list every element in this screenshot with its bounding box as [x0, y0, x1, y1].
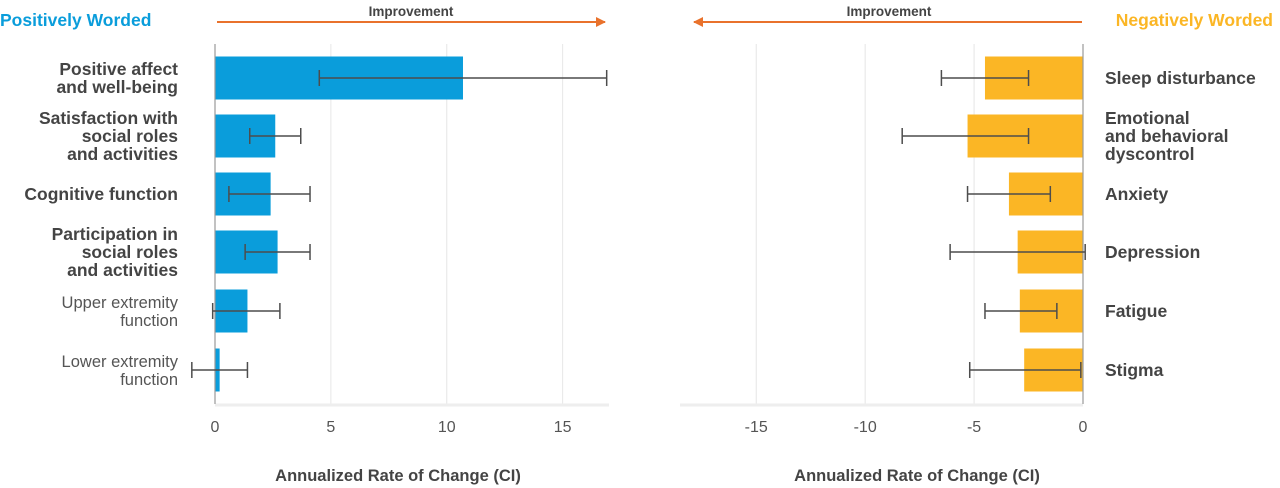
pos-category-label-line: Cognitive function [24, 184, 178, 204]
pos-category-label-line: social roles [82, 126, 179, 146]
pos-category-label-line: Positive affect [59, 59, 178, 79]
pos-category-label-line: social roles [82, 242, 179, 262]
pos-category-label-line: Lower extremity [62, 353, 179, 371]
neg-category-label: Fatigue [1105, 301, 1167, 321]
pos-tick-label: 15 [554, 419, 572, 436]
pos-tick-label: 10 [438, 419, 456, 436]
pos-category-label-line: Satisfaction with [39, 108, 178, 128]
pos-x-axis-label: Annualized Rate of Change (CI) [275, 467, 521, 485]
neg-panel: -15 -10 -5 0 Sleep disturbance Emotional and b… [680, 4, 1273, 485]
pos-tick-label: 5 [326, 419, 335, 436]
pos-category-label-line: and activities [67, 144, 178, 164]
pos-category-label: Cognitive function [24, 184, 178, 204]
pos-category-label-line: function [120, 371, 178, 389]
pos-category-label-line: function [120, 312, 178, 330]
neg-category-label-line: Stigma [1105, 360, 1164, 380]
neg-category-label-line: Fatigue [1105, 301, 1167, 321]
pos-category-label-line: Upper extremity [62, 294, 179, 312]
neg-tick-label: -15 [745, 419, 768, 436]
pos-category-label: Upper extremity function [62, 294, 179, 330]
pos-category-label: Positive affect and well-being [56, 59, 178, 97]
neg-category-label: Sleep disturbance [1105, 68, 1256, 88]
neg-tick-label: -5 [967, 419, 981, 436]
neg-category-label-line: Anxiety [1105, 184, 1168, 204]
pos-category-label: Satisfaction with social roles and activit… [39, 108, 178, 164]
neg-category-label: Anxiety [1105, 184, 1168, 204]
neg-category-label-line: Sleep disturbance [1105, 68, 1256, 88]
pos-category-label: Participation in social roles and activiti… [52, 224, 179, 280]
neg-category-label-line: Depression [1105, 242, 1200, 262]
neg-x-axis-label: Annualized Rate of Change (CI) [794, 467, 1040, 485]
neg-tick-label: -10 [854, 419, 877, 436]
pos-arrow-label: Improvement [369, 4, 454, 19]
pos-category-label: Lower extremity function [62, 353, 179, 389]
pos-category-label-line: and activities [67, 260, 178, 280]
neg-arrow-label: Improvement [847, 4, 932, 19]
neg-panel-title: Negatively Worded [1116, 10, 1273, 30]
neg-category-label: Emotional and behavioral dyscontrol [1105, 108, 1229, 164]
pos-category-label-line: Participation in [52, 224, 178, 244]
neg-category-label-line: Emotional [1105, 108, 1190, 128]
neg-category-label-line: dyscontrol [1105, 144, 1194, 164]
neg-category-label: Stigma [1105, 360, 1164, 380]
neg-category-label: Depression [1105, 242, 1200, 262]
neg-category-label-line: and behavioral [1105, 126, 1229, 146]
neg-tick-label: 0 [1079, 419, 1088, 436]
pos-category-label-line: and well-being [56, 77, 178, 97]
pos-panel-title: Positively Worded [0, 10, 151, 30]
pos-tick-label: 0 [211, 419, 220, 436]
pos-panel: 0 5 10 15 Positive affect and well-being Satis… [0, 4, 609, 485]
